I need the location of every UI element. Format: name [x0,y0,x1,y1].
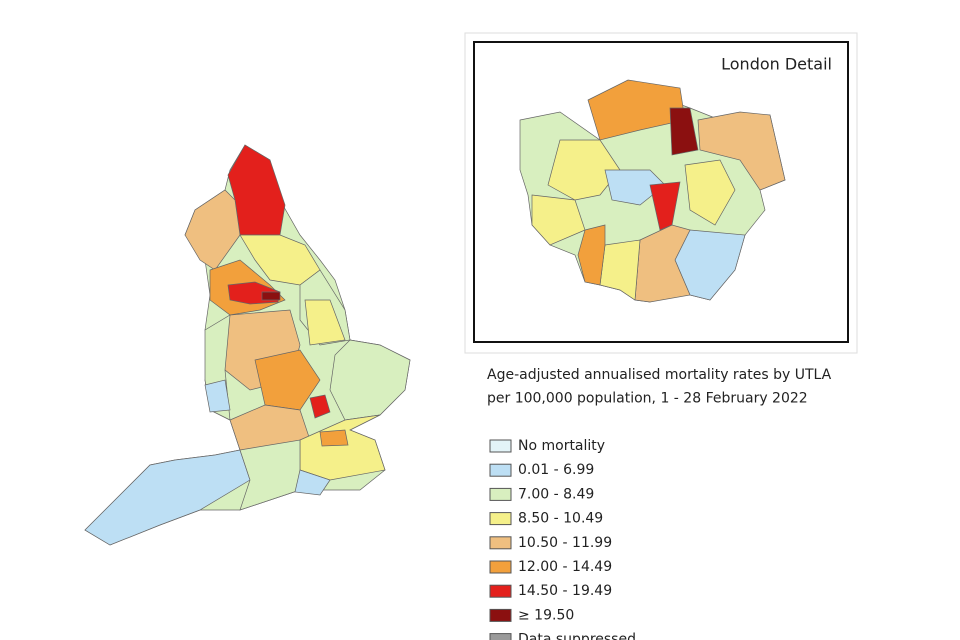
legend-label: ≥ 19.50 [518,607,574,623]
inset-title: London Detail [721,55,832,74]
legend-title: Age-adjusted annualised mortality rates … [487,367,832,383]
legend: Age-adjusted annualised mortality rates … [487,367,832,640]
legend-swatch [489,487,512,501]
legend-title: per 100,000 population, 1 - 28 February … [487,391,808,407]
legend-swatch [489,536,512,550]
legend-swatch [489,512,512,526]
legend-label: 7.00 - 8.49 [518,486,594,502]
legend-label: 8.50 - 10.49 [518,511,603,527]
legend-label: No mortality [518,438,605,454]
legend-swatch [489,439,512,453]
legend-label: 12.00 - 14.49 [518,559,612,575]
england-map [84,144,411,546]
london-map [519,79,786,303]
legend-label: 10.50 - 11.99 [518,535,612,551]
legend-label: 0.01 - 6.99 [518,462,594,478]
legend-swatch [489,633,512,640]
legend-label: 14.50 - 19.49 [518,583,612,599]
legend-swatch [489,584,512,598]
legend-swatch [489,560,512,574]
legend-swatch [489,463,512,477]
legend-swatch [489,608,512,622]
legend-label: Data suppressed [518,632,636,640]
